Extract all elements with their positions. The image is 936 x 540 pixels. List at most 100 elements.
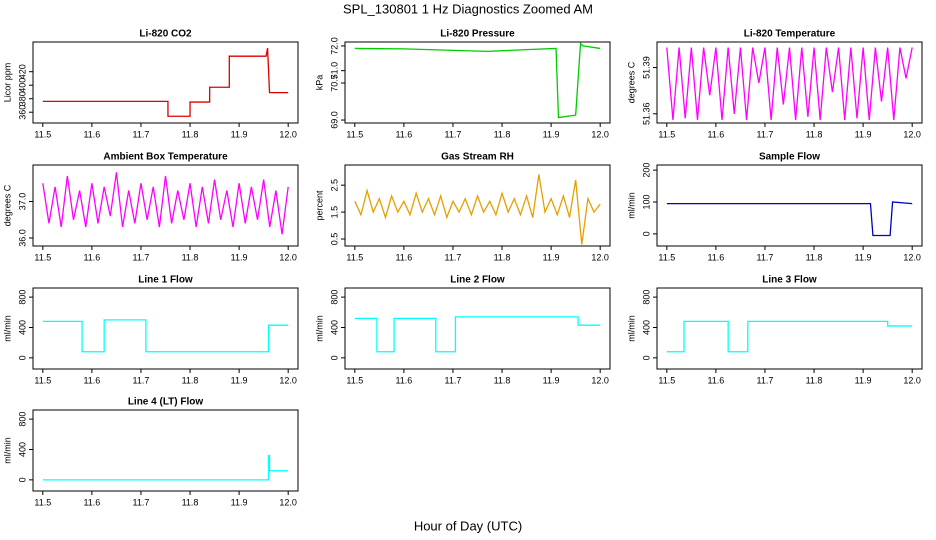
- y-tick-label: 37.0: [17, 193, 27, 211]
- x-tick-label: 11.7: [133, 497, 150, 507]
- data-line: [666, 320, 913, 353]
- panel-title: Line 1 Flow: [138, 275, 193, 286]
- x-tick-label: 11.7: [445, 252, 462, 262]
- data-line: [42, 47, 289, 117]
- plot-frame: [32, 41, 299, 124]
- y-tick-label: 51.39: [641, 56, 651, 79]
- x-tick-label: 11.9: [231, 375, 248, 385]
- x-tick-label: 11.6: [395, 252, 412, 262]
- y-axis-label: Licor ppm: [2, 63, 12, 103]
- y-tick-label: 800: [641, 290, 651, 305]
- x-tick-label: 11.7: [757, 252, 774, 262]
- x-tick-label: 12.0: [279, 129, 297, 139]
- y-tick-label: 0: [17, 477, 27, 482]
- x-tick-label: 12.0: [903, 129, 921, 139]
- x-tick-label: 11.6: [83, 497, 100, 507]
- plot-frame: [344, 41, 611, 124]
- x-tick-label: 11.8: [182, 375, 199, 385]
- x-tick-label: 12.0: [279, 497, 297, 507]
- x-tick-label: 11.9: [231, 252, 248, 262]
- panel-title: Line 4 (LT) Flow: [128, 397, 204, 408]
- y-tick-label: 0: [641, 355, 651, 360]
- y-axis-label: ml/min: [626, 315, 636, 342]
- panel-title: Line 3 Flow: [762, 275, 817, 286]
- x-tick-label: 11.7: [133, 375, 150, 385]
- data-line: [666, 47, 913, 120]
- x-tick-label: 12.0: [903, 375, 921, 385]
- x-tick-label: 11.8: [806, 375, 823, 385]
- x-tick-label: 11.5: [658, 252, 675, 262]
- x-tick-label: 11.9: [543, 252, 560, 262]
- x-tick-label: 11.8: [182, 252, 199, 262]
- y-tick-label: 72.0: [329, 37, 339, 55]
- x-tick-label: 11.5: [346, 375, 363, 385]
- x-tick-label: 12.0: [591, 375, 609, 385]
- x-tick-label: 11.5: [346, 252, 363, 262]
- x-tick-label: 11.6: [395, 375, 412, 385]
- x-tick-label: 12.0: [903, 252, 921, 262]
- y-tick-label: 1.5: [329, 206, 339, 219]
- plot-frame: [656, 164, 923, 247]
- y-tick-label: 0: [329, 355, 339, 360]
- x-tick-label: 12.0: [591, 252, 609, 262]
- plot-frame: [656, 287, 923, 370]
- data-line: [354, 174, 601, 245]
- x-tick-label: 11.8: [806, 252, 823, 262]
- data-line: [42, 319, 289, 353]
- data-line: [354, 316, 601, 353]
- plot-frame: [344, 164, 611, 247]
- plot-frame: [656, 41, 923, 124]
- y-tick-label: 420: [17, 64, 27, 79]
- x-tick-label: 11.8: [182, 497, 199, 507]
- y-tick-label: 360: [17, 105, 27, 120]
- y-axis-label: kPa: [314, 75, 324, 91]
- x-tick-label: 11.9: [855, 129, 872, 139]
- y-tick-label: 71.0: [329, 62, 339, 80]
- plot-frame: [32, 164, 299, 247]
- x-tick-label: 11.6: [83, 252, 100, 262]
- y-tick-label: 400: [17, 78, 27, 93]
- y-tick-label: 400: [329, 320, 339, 335]
- panel-title: Li-820 Temperature: [744, 29, 836, 40]
- x-tick-label: 11.8: [806, 129, 823, 139]
- y-tick-label: 0: [17, 355, 27, 360]
- x-tick-label: 11.8: [494, 252, 511, 262]
- y-axis-label: degrees C: [626, 61, 636, 103]
- y-tick-label: 36.0: [17, 229, 27, 247]
- x-tick-label: 11.6: [707, 375, 724, 385]
- x-tick-label: 11.7: [445, 129, 462, 139]
- x-tick-label: 11.6: [707, 129, 724, 139]
- data-line: [42, 454, 289, 481]
- x-tick-label: 11.8: [494, 129, 511, 139]
- main-title: SPL_130801 1 Hz Diagnostics Zoomed AM: [343, 1, 593, 16]
- x-tick-label: 11.8: [494, 375, 511, 385]
- x-tick-label: 11.7: [133, 129, 150, 139]
- y-tick-label: 69.0: [329, 111, 339, 129]
- panel-title: Ambient Box Temperature: [103, 152, 228, 163]
- panel-title: Line 2 Flow: [450, 275, 505, 286]
- x-tick-label: 11.5: [658, 375, 675, 385]
- y-tick-label: 0: [641, 231, 651, 236]
- y-axis-label: ml/min: [2, 437, 12, 464]
- x-tick-label: 11.7: [445, 375, 462, 385]
- y-tick-label: 800: [329, 290, 339, 305]
- y-tick-label: 400: [17, 442, 27, 457]
- y-tick-label: 2.5: [329, 179, 339, 192]
- panel-title: Sample Flow: [759, 152, 820, 163]
- x-tick-label: 12.0: [279, 252, 297, 262]
- panel-title: Li-820 CO2: [139, 29, 192, 40]
- x-tick-label: 11.7: [757, 375, 774, 385]
- panel-title: Gas Stream RH: [441, 152, 514, 163]
- x-tick-label: 11.6: [395, 129, 412, 139]
- x-tick-label: 11.5: [346, 129, 363, 139]
- x-tick-label: 11.6: [707, 252, 724, 262]
- y-axis-label: ml/min: [626, 192, 636, 219]
- y-axis-label: ml/min: [314, 315, 324, 342]
- y-tick-label: 800: [17, 412, 27, 427]
- y-tick-label: 100: [641, 194, 651, 209]
- x-tick-label: 11.9: [543, 375, 560, 385]
- x-tick-label: 11.9: [231, 497, 248, 507]
- y-tick-label: 380: [17, 91, 27, 106]
- y-tick-label: 400: [17, 320, 27, 335]
